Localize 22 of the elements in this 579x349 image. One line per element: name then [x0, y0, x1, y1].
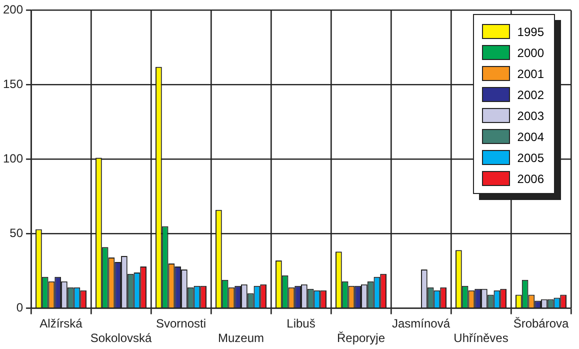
x-tick-label: Sokolovská: [90, 331, 152, 346]
x-tick-label: Libuš: [286, 316, 316, 331]
legend-label: 1995: [517, 24, 544, 38]
legend-label: 2002: [517, 88, 544, 102]
x-tick-label: Řeporyje: [336, 331, 386, 346]
legend-label: 2000: [517, 46, 544, 60]
x-tick-label: Jasmínová: [392, 316, 450, 331]
legend-label: 2005: [517, 150, 544, 164]
x-tick-label: Svornosti: [156, 316, 206, 331]
x-tick-label: Alžírská: [40, 316, 83, 331]
y-tick-label: 0: [16, 300, 24, 315]
legend-label: 2003: [517, 108, 544, 122]
legend-label: 2006: [517, 172, 544, 186]
y-tick-label: 100: [2, 152, 24, 166]
y-tick-label: 200: [2, 2, 24, 17]
x-tick-label: Muzeum: [218, 331, 264, 346]
x-tick-label: Šrobárova: [513, 316, 570, 331]
y-tick-label: 150: [2, 77, 24, 92]
x-tick-label: Uhříněves: [454, 331, 508, 346]
legend-label: 2004: [517, 130, 544, 144]
y-tick-label: 50: [10, 226, 24, 240]
legend-label: 2001: [517, 66, 544, 80]
